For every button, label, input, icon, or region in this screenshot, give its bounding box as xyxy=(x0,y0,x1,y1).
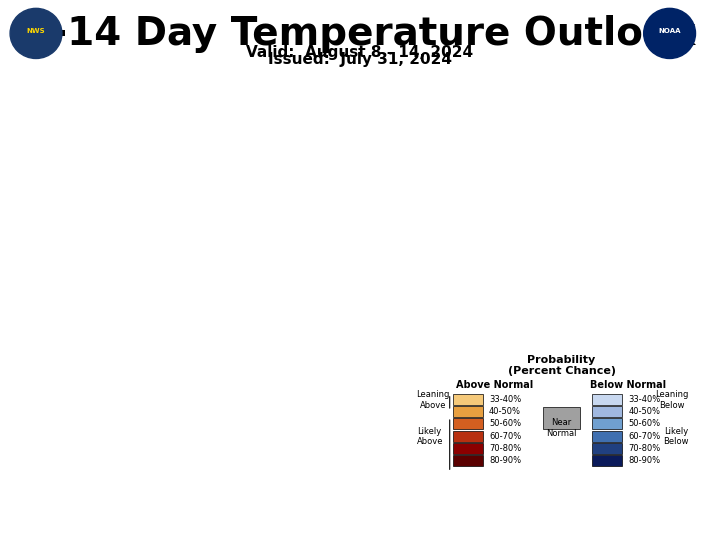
Text: 60-70%: 60-70% xyxy=(489,432,521,441)
Bar xyxy=(453,443,483,454)
Text: Issued:  July 31, 2024: Issued: July 31, 2024 xyxy=(268,52,452,67)
Bar xyxy=(592,418,622,429)
Bar xyxy=(453,431,483,442)
Text: Valid:  August 8 - 14, 2024: Valid: August 8 - 14, 2024 xyxy=(246,45,474,60)
Text: 50-60%: 50-60% xyxy=(628,419,660,428)
Text: Likely
Above: Likely Above xyxy=(416,427,443,446)
Bar xyxy=(592,443,622,454)
Circle shape xyxy=(10,8,62,58)
Circle shape xyxy=(644,8,696,58)
Text: 70-80%: 70-80% xyxy=(628,444,660,453)
Bar xyxy=(544,407,580,429)
Text: 33-40%: 33-40% xyxy=(489,395,521,404)
Text: 40-50%: 40-50% xyxy=(489,407,521,416)
Bar xyxy=(453,406,483,417)
Text: 80-90%: 80-90% xyxy=(489,456,521,465)
Text: NWS: NWS xyxy=(27,28,45,33)
Text: Leaning
Above: Leaning Above xyxy=(416,390,450,409)
Text: 60-70%: 60-70% xyxy=(628,432,660,441)
Text: 70-80%: 70-80% xyxy=(489,444,521,453)
Bar xyxy=(592,406,622,417)
Text: Above Normal: Above Normal xyxy=(456,380,534,390)
Text: 50-60%: 50-60% xyxy=(489,419,521,428)
Text: Probability
(Percent Chance): Probability (Percent Chance) xyxy=(508,355,616,376)
Bar xyxy=(592,431,622,442)
Text: NOAA: NOAA xyxy=(658,28,681,33)
Text: Near
Normal: Near Normal xyxy=(546,418,577,438)
Text: 80-90%: 80-90% xyxy=(628,456,660,465)
Bar xyxy=(592,394,622,405)
Text: Likely
Below: Likely Below xyxy=(663,427,688,446)
Bar xyxy=(453,455,483,466)
Text: 40-50%: 40-50% xyxy=(628,407,660,416)
Bar xyxy=(453,418,483,429)
Bar xyxy=(453,394,483,405)
Bar xyxy=(592,455,622,466)
Text: 8-14 Day Temperature Outlook: 8-14 Day Temperature Outlook xyxy=(24,14,696,53)
Text: 33-40%: 33-40% xyxy=(628,395,660,404)
Text: Leaning
Below: Leaning Below xyxy=(655,390,688,409)
Text: Below Normal: Below Normal xyxy=(590,380,666,390)
